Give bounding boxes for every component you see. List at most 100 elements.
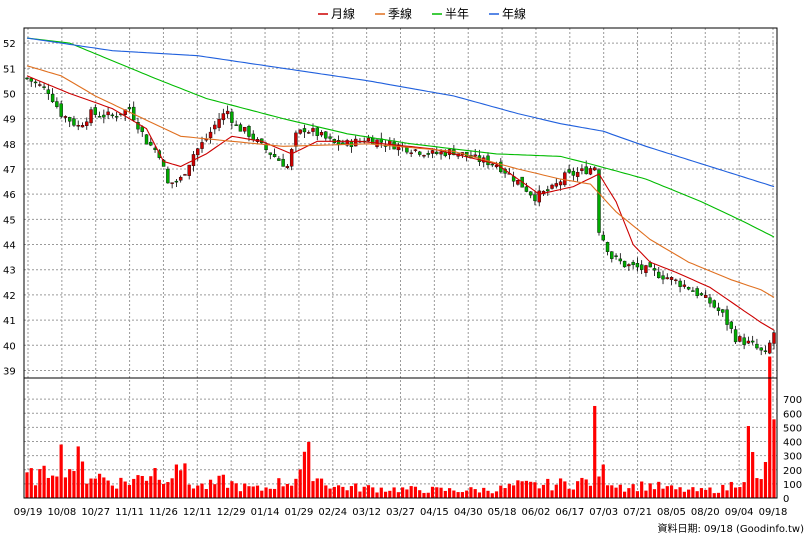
volume-bar	[277, 478, 281, 498]
candle-body	[618, 258, 623, 262]
volume-bar	[149, 476, 153, 498]
volume-bar	[68, 469, 72, 498]
date-tick-label: 01/29	[284, 507, 313, 518]
volume-bar	[678, 487, 682, 498]
candle-body	[546, 189, 550, 192]
candle-body	[430, 150, 435, 154]
volume-bar	[558, 478, 563, 498]
legend: 月線 季線 半年 年線	[318, 6, 526, 21]
volume-bar	[708, 487, 712, 498]
candle-body	[396, 144, 401, 151]
legend-label: 季線	[388, 6, 412, 21]
volume-bar	[85, 483, 89, 498]
volume-bar	[341, 486, 345, 498]
candle-body	[627, 264, 631, 267]
candle-body	[652, 268, 657, 271]
volume-bar	[418, 490, 422, 498]
candle-body	[716, 307, 721, 311]
date-tick-label: 09/19	[14, 507, 43, 518]
candle-body	[371, 137, 375, 145]
candle-body	[247, 125, 251, 137]
date-tick-label: 05/18	[488, 507, 517, 518]
volume-bar	[366, 485, 371, 498]
volume-bar	[243, 483, 247, 498]
candle-body	[708, 297, 712, 304]
candle-body	[473, 154, 477, 157]
date-tick-label: 03/27	[386, 507, 415, 518]
candle-body	[366, 137, 371, 142]
volume-bar	[768, 356, 772, 498]
candle-body	[213, 124, 217, 130]
candle-body	[307, 132, 311, 134]
volume-bar	[635, 491, 640, 498]
volume-bar	[362, 486, 366, 498]
date-tick-label: 11/26	[149, 507, 178, 518]
volume-bar	[704, 489, 708, 498]
candle-body	[55, 101, 59, 107]
volume-bar	[546, 478, 550, 498]
candle-body	[345, 140, 349, 146]
candle-body	[422, 155, 426, 157]
volume-series	[25, 356, 776, 498]
volume-bar	[413, 486, 418, 498]
volume-bar	[208, 479, 213, 498]
candle-body	[550, 184, 554, 189]
volume-bar	[349, 486, 354, 498]
candle-body	[614, 255, 618, 257]
volume-bar	[136, 475, 140, 498]
candle-body	[593, 167, 597, 171]
volume-bar	[746, 426, 750, 498]
volume-bar	[217, 475, 221, 498]
candle-body	[127, 107, 132, 110]
volume-bar	[460, 492, 464, 498]
candle-body	[597, 169, 601, 233]
candle-body	[319, 132, 324, 136]
ma-year-line	[26, 37, 775, 188]
moving-average-lines	[26, 37, 775, 331]
candle-body	[699, 293, 704, 296]
candle-body	[610, 251, 614, 259]
volume-bar	[486, 490, 490, 498]
volume-bar	[401, 487, 405, 498]
candle-body	[234, 124, 238, 126]
candle-body	[251, 133, 255, 140]
volume-bar	[580, 477, 584, 498]
candle-body	[516, 180, 520, 185]
volume-bar	[25, 472, 29, 498]
date-tick-label: 10/27	[81, 507, 110, 518]
candle-body	[289, 149, 294, 167]
candle-body	[315, 127, 319, 136]
volume-bar	[55, 476, 59, 498]
volume-bar	[669, 485, 674, 498]
volume-bar	[644, 490, 648, 498]
volume-bar	[554, 484, 558, 498]
volume-bar	[251, 486, 255, 498]
volume-bar	[627, 488, 631, 498]
ma-month-line	[26, 75, 775, 331]
volume-bar	[358, 491, 362, 498]
candle-body	[341, 142, 345, 145]
volume-bar	[332, 486, 336, 498]
volume-bar	[226, 487, 230, 498]
candle-body	[93, 107, 97, 115]
volume-bar	[541, 484, 546, 498]
volume-bar	[529, 481, 533, 498]
ma-half-line	[26, 37, 775, 238]
legend-label: 月線	[331, 6, 355, 21]
volume-bar	[115, 488, 119, 498]
volume-bar	[140, 475, 144, 498]
volume-bar	[738, 487, 742, 498]
candle-body	[657, 271, 661, 279]
candle-body	[63, 116, 68, 118]
volume-bar	[473, 489, 477, 498]
volume-bar	[97, 473, 102, 498]
price-tick-label: 52	[3, 39, 16, 50]
volume-bar	[494, 491, 499, 498]
candle-body	[110, 114, 115, 117]
candle-body	[76, 125, 80, 127]
volume-bar	[691, 487, 695, 498]
volume-bar	[89, 478, 93, 498]
volume-tick-label: 400	[783, 438, 802, 449]
candle-body	[601, 234, 605, 241]
candle-body	[353, 138, 358, 147]
